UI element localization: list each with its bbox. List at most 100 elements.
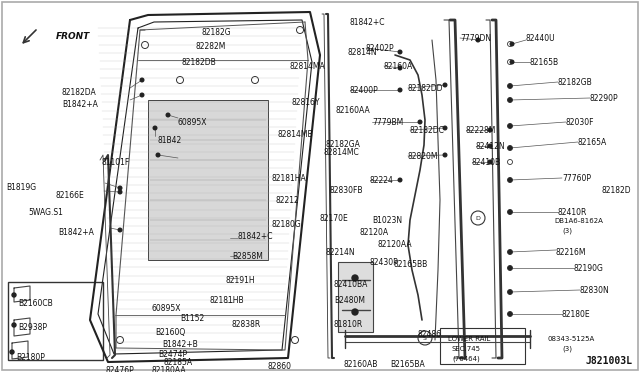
Polygon shape bbox=[90, 12, 320, 362]
Circle shape bbox=[508, 146, 512, 150]
Text: 81B42: 81B42 bbox=[158, 136, 182, 145]
Bar bbox=[148, 100, 268, 260]
Text: 82182GB: 82182GB bbox=[558, 78, 593, 87]
Text: 81810R: 81810R bbox=[334, 320, 364, 329]
Text: 81101F: 81101F bbox=[102, 158, 131, 167]
Circle shape bbox=[508, 209, 513, 215]
Text: 82814MA: 82814MA bbox=[290, 62, 326, 71]
Text: B1842+A: B1842+A bbox=[58, 228, 94, 237]
Text: 82290P: 82290P bbox=[590, 94, 619, 103]
Text: 5WAG.S1: 5WAG.S1 bbox=[28, 208, 63, 217]
Text: B2180P: B2180P bbox=[16, 353, 45, 362]
Bar bbox=[8, 282, 103, 360]
Text: B2474P: B2474P bbox=[158, 350, 187, 359]
Text: 82486: 82486 bbox=[418, 330, 442, 339]
Circle shape bbox=[508, 124, 513, 128]
Text: 82814N: 82814N bbox=[348, 48, 378, 57]
Circle shape bbox=[508, 250, 513, 254]
Text: 82412N: 82412N bbox=[476, 142, 506, 151]
Circle shape bbox=[418, 120, 422, 124]
Circle shape bbox=[488, 128, 492, 132]
Circle shape bbox=[156, 153, 160, 157]
Text: 82410BA: 82410BA bbox=[334, 280, 369, 289]
Circle shape bbox=[508, 290, 512, 294]
Text: 82030F: 82030F bbox=[566, 118, 595, 127]
Text: 82814MC: 82814MC bbox=[324, 148, 360, 157]
Text: J821003L: J821003L bbox=[585, 356, 632, 366]
Text: 7779BM: 7779BM bbox=[372, 118, 403, 127]
Circle shape bbox=[418, 331, 432, 345]
Text: B2480M: B2480M bbox=[334, 296, 365, 305]
Text: S: S bbox=[423, 336, 427, 340]
Text: B1023N: B1023N bbox=[372, 216, 402, 225]
Text: B2165BA: B2165BA bbox=[390, 360, 425, 369]
Text: 82830N: 82830N bbox=[580, 286, 610, 295]
Text: 82860: 82860 bbox=[268, 362, 292, 371]
Circle shape bbox=[508, 289, 513, 295]
Text: D: D bbox=[476, 215, 481, 221]
Circle shape bbox=[153, 126, 157, 130]
Text: B2160Q: B2160Q bbox=[155, 328, 185, 337]
Circle shape bbox=[296, 26, 303, 33]
Text: 82185A: 82185A bbox=[163, 358, 192, 367]
Text: 81842+C: 81842+C bbox=[238, 232, 273, 241]
Text: DB1A6-8162A: DB1A6-8162A bbox=[554, 218, 603, 224]
Text: 60895X: 60895X bbox=[178, 118, 207, 127]
Circle shape bbox=[508, 145, 513, 151]
Text: LOWER RAIL: LOWER RAIL bbox=[448, 336, 490, 342]
Text: 60895X: 60895X bbox=[152, 304, 182, 313]
Circle shape bbox=[252, 77, 259, 83]
Text: 82214N: 82214N bbox=[326, 248, 356, 257]
Text: 82180G: 82180G bbox=[272, 220, 301, 229]
Text: 82166E: 82166E bbox=[55, 191, 84, 200]
Circle shape bbox=[508, 312, 512, 316]
Circle shape bbox=[508, 178, 512, 182]
Text: 82182DB: 82182DB bbox=[182, 58, 217, 67]
Text: B1819G: B1819G bbox=[6, 183, 36, 192]
Circle shape bbox=[508, 97, 513, 103]
Circle shape bbox=[118, 190, 122, 194]
Circle shape bbox=[10, 350, 14, 354]
Circle shape bbox=[12, 323, 16, 327]
Text: 82160A: 82160A bbox=[384, 62, 413, 71]
Text: 82400P: 82400P bbox=[350, 86, 379, 95]
Circle shape bbox=[443, 126, 447, 130]
Text: FRONT: FRONT bbox=[56, 32, 90, 41]
Circle shape bbox=[508, 42, 513, 46]
Circle shape bbox=[510, 42, 514, 46]
Text: 82180E: 82180E bbox=[562, 310, 591, 319]
Circle shape bbox=[508, 60, 513, 64]
Bar bbox=[338, 262, 373, 332]
Text: 82216M: 82216M bbox=[556, 248, 586, 257]
Text: SEC.745: SEC.745 bbox=[452, 346, 481, 352]
Text: 82820M: 82820M bbox=[408, 152, 438, 161]
Circle shape bbox=[352, 309, 358, 315]
Circle shape bbox=[508, 311, 513, 317]
Circle shape bbox=[510, 60, 514, 64]
Text: 82282M: 82282M bbox=[195, 42, 225, 51]
Text: 82182GA: 82182GA bbox=[326, 140, 361, 149]
Text: 82182G: 82182G bbox=[202, 28, 232, 37]
Text: 82410R: 82410R bbox=[558, 208, 588, 217]
Circle shape bbox=[508, 84, 512, 88]
Circle shape bbox=[398, 50, 402, 54]
Circle shape bbox=[508, 210, 512, 214]
Circle shape bbox=[508, 124, 512, 128]
Circle shape bbox=[443, 153, 447, 157]
Text: 82440U: 82440U bbox=[526, 34, 556, 43]
Text: B2938P: B2938P bbox=[18, 323, 47, 332]
Text: 82170E: 82170E bbox=[320, 214, 349, 223]
Text: 82181HA: 82181HA bbox=[272, 174, 307, 183]
Text: 82814MB: 82814MB bbox=[278, 130, 314, 139]
Text: 82160AB: 82160AB bbox=[344, 360, 378, 369]
Bar bbox=[440, 328, 525, 364]
Text: 81842+C: 81842+C bbox=[350, 18, 385, 27]
Text: 82120A: 82120A bbox=[360, 228, 389, 237]
Circle shape bbox=[116, 337, 124, 343]
Circle shape bbox=[508, 160, 513, 164]
Circle shape bbox=[398, 178, 402, 182]
Circle shape bbox=[508, 266, 512, 270]
Circle shape bbox=[508, 177, 513, 183]
Circle shape bbox=[166, 113, 170, 117]
Circle shape bbox=[398, 66, 402, 70]
